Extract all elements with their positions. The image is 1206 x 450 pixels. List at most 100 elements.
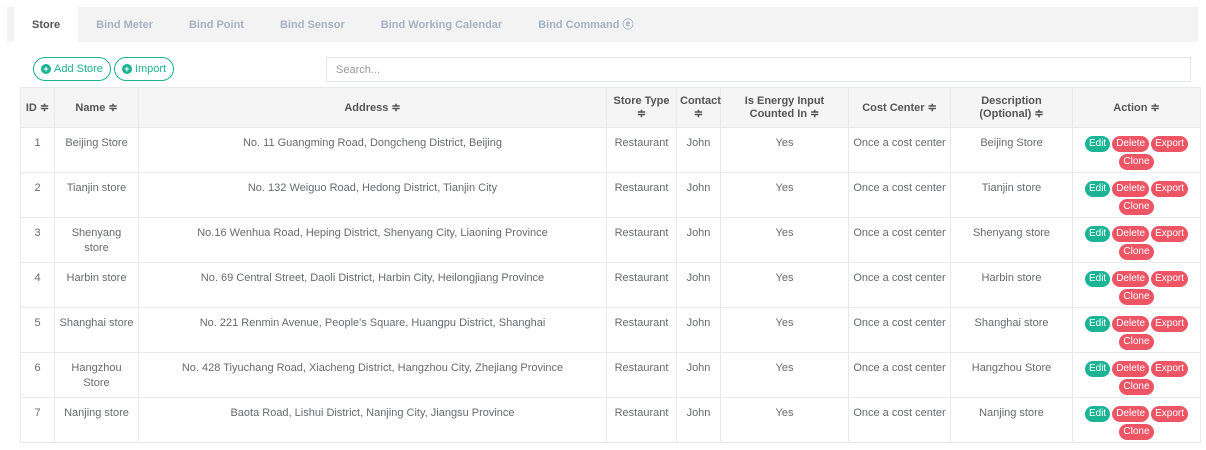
cell-energy-counted: Yes (720, 262, 849, 308)
export-button[interactable]: Export (1151, 226, 1189, 242)
cell-contact: John (676, 172, 721, 218)
cell-energy-counted: Yes (720, 127, 849, 173)
edit-button[interactable]: Edit (1084, 136, 1111, 152)
table-row: 7 Nanjing store Baota Road, Lishui Distric… (20, 397, 1201, 443)
delete-button[interactable]: Delete (1112, 361, 1150, 377)
cell-action: Edit Delete Export Clone (1072, 397, 1201, 443)
clone-button[interactable]: Clone (1119, 199, 1154, 215)
column-header[interactable]: ID ≑ (20, 87, 55, 128)
cell-description: Shanghai store (950, 307, 1073, 353)
cell-energy-counted: Yes (720, 352, 849, 398)
cell-description: Harbin store (950, 262, 1073, 308)
clone-button[interactable]: Clone (1119, 379, 1154, 395)
delete-button[interactable]: Delete (1112, 226, 1150, 242)
plus-circle-icon: + (121, 64, 132, 74)
cell-cost-center: Once a cost center (848, 262, 951, 308)
edit-button[interactable]: Edit (1084, 181, 1111, 197)
table-row: 6 Hangzhou Store No. 428 Tiyuchang Road, X… (20, 352, 1201, 398)
cell-contact: John (676, 127, 721, 173)
cell-name: Shenyang store (54, 217, 139, 263)
cell-store-type: Restaurant (606, 307, 677, 353)
cell-address: No. 221 Renmin Avenue, People's Square, … (138, 307, 607, 353)
add-store-button[interactable]: + Add Store (33, 57, 111, 81)
column-header[interactable]: Cost Center ≑ (848, 87, 951, 128)
clone-button[interactable]: Clone (1119, 244, 1154, 260)
store-table: ID ≑ Name ≑ Address ≑ Store Type ≑ Contact ≑… (20, 87, 1201, 443)
column-header[interactable]: Store Type ≑ (606, 87, 677, 128)
cell-id: 3 (20, 217, 55, 263)
column-header[interactable]: Action ≑ (1072, 87, 1201, 128)
delete-button[interactable]: Delete (1112, 406, 1150, 422)
delete-button[interactable]: Delete (1112, 181, 1150, 197)
cell-energy-counted: Yes (720, 217, 849, 263)
tab-store[interactable]: Store (14, 7, 79, 42)
cell-energy-counted: Yes (720, 172, 849, 218)
cell-action: Edit Delete Export Clone (1072, 262, 1201, 308)
cell-store-type: Restaurant (606, 127, 677, 173)
column-header[interactable]: Is Energy Input Counted In ≑ (720, 87, 849, 128)
cell-id: 4 (20, 262, 55, 308)
column-header[interactable]: Contact ≑ (676, 87, 721, 128)
cell-id: 5 (20, 307, 55, 353)
tab-bind-working-calendar[interactable]: Bind Working Calendar (380, 19, 503, 31)
cell-store-type: Restaurant (606, 262, 677, 308)
cell-energy-counted: Yes (720, 307, 849, 353)
cell-name: Beijing Store (54, 127, 139, 173)
cell-address: No.16 Wenhua Road, Heping District, Shen… (138, 217, 607, 263)
cell-store-type: Restaurant (606, 172, 677, 218)
cell-address: No. 428 Tiyuchang Road, Xiacheng Distric… (138, 352, 607, 398)
export-button[interactable]: Export (1151, 361, 1189, 377)
clone-button[interactable]: Clone (1119, 424, 1154, 440)
search-input[interactable] (326, 57, 1191, 82)
clone-button[interactable]: Clone (1119, 289, 1154, 305)
tab-bind-meter[interactable]: Bind Meter (96, 19, 153, 31)
edit-button[interactable]: Edit (1084, 406, 1111, 422)
edit-button[interactable]: Edit (1084, 226, 1111, 242)
cell-name: Shanghai store (54, 307, 139, 353)
column-header[interactable]: Description (Optional) ≑ (950, 87, 1073, 128)
tab-bind-point[interactable]: Bind Point (188, 19, 244, 31)
cell-address: Baota Road, Lishui District, Nanjing Cit… (138, 397, 607, 443)
clone-button[interactable]: Clone (1119, 154, 1154, 170)
table-row: 1 Beijing Store No. 11 Guangming Road, Don… (20, 127, 1201, 173)
clone-button[interactable]: Clone (1119, 334, 1154, 350)
edit-button[interactable]: Edit (1084, 316, 1111, 332)
cell-description: Beijing Store (950, 127, 1073, 173)
delete-button[interactable]: Delete (1112, 271, 1150, 287)
export-button[interactable]: Export (1151, 406, 1189, 422)
tab-bind-sensor[interactable]: Bind Sensor (279, 19, 345, 31)
cell-cost-center: Once a cost center (848, 217, 951, 263)
cell-cost-center: Once a cost center (848, 397, 951, 443)
table-row: 5 Shanghai store No. 221 Renmin Avenue, Pe… (20, 307, 1201, 353)
column-header[interactable]: Name ≑ (54, 87, 139, 128)
cell-action: Edit Delete Export Clone (1072, 127, 1201, 173)
import-button[interactable]: + Import (113, 57, 175, 81)
cell-contact: John (676, 397, 721, 443)
cell-energy-counted: Yes (720, 397, 849, 443)
export-button[interactable]: Export (1151, 136, 1189, 152)
cell-cost-center: Once a cost center (848, 352, 951, 398)
cell-address: No. 11 Guangming Road, Dongcheng Distric… (138, 127, 607, 173)
cell-contact: John (676, 307, 721, 353)
tab-bind-command[interactable]: Bind Command ⓔ (538, 19, 634, 31)
column-header[interactable]: Address ≑ (138, 87, 607, 128)
export-button[interactable]: Export (1151, 181, 1189, 197)
cell-id: 7 (20, 397, 55, 443)
table-row: 2 Tianjin store No. 132 Weiguo Road, Hedon… (20, 172, 1201, 218)
edit-button[interactable]: Edit (1084, 271, 1111, 287)
delete-button[interactable]: Delete (1112, 316, 1150, 332)
cell-id: 2 (20, 172, 55, 218)
export-button[interactable]: Export (1151, 316, 1189, 332)
cell-cost-center: Once a cost center (848, 172, 951, 218)
edit-button[interactable]: Edit (1084, 361, 1111, 377)
export-button[interactable]: Export (1151, 271, 1189, 287)
cell-action: Edit Delete Export Clone (1072, 307, 1201, 353)
tab-bar: Store Bind Meter Bind Point Bind Sensor Bind… (7, 7, 1198, 42)
import-label: Import (134, 63, 167, 75)
delete-button[interactable]: Delete (1112, 136, 1150, 152)
cell-description: Shenyang store (950, 217, 1073, 263)
table-row: 4 Harbin store No. 69 Central Street, Daol… (20, 262, 1201, 308)
cell-cost-center: Once a cost center (848, 307, 951, 353)
cell-action: Edit Delete Export Clone (1072, 217, 1201, 263)
cell-description: Nanjing store (950, 397, 1073, 443)
